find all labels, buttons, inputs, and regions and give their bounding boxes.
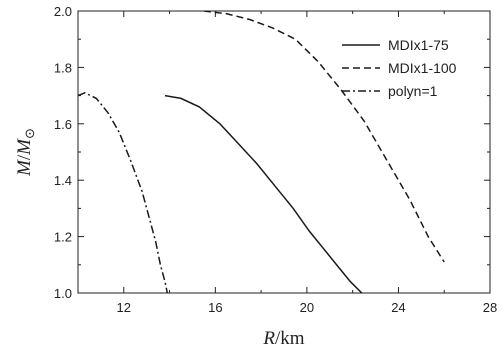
y-tick-label: 1.8 bbox=[54, 60, 72, 75]
y-tick-label: 1.4 bbox=[54, 173, 72, 188]
x-tick-label: 24 bbox=[391, 300, 405, 315]
legend-label: polyn=1 bbox=[388, 83, 438, 99]
series-line-MDIx1-75 bbox=[164, 94, 363, 293]
legend-label: MDIx1-75 bbox=[388, 37, 449, 53]
legend-label: MDIx1-100 bbox=[388, 60, 457, 76]
y-tick-label: 2.0 bbox=[54, 4, 72, 19]
y-axis-sun-symbol: ⊙ bbox=[22, 128, 37, 139]
x-tick-label: 28 bbox=[483, 300, 497, 315]
y-axis-title: M/M⊙ bbox=[14, 128, 37, 177]
series-line-MDIx1-100 bbox=[203, 11, 445, 263]
axis-ticks bbox=[77, 10, 491, 294]
x-tick-label: 16 bbox=[208, 300, 222, 315]
y-axis-var: M bbox=[14, 159, 35, 177]
plot-frame bbox=[77, 10, 491, 294]
x-tick-label: 12 bbox=[117, 300, 131, 315]
tick-labels: 12 16 20 24 28 1.0 1.2 1.4 1.6 1.8 2.0 bbox=[54, 4, 497, 315]
x-axis-title: R/km bbox=[262, 328, 304, 349]
y-tick-label: 1.6 bbox=[54, 117, 72, 132]
y-axis-sun-var: M bbox=[14, 138, 35, 156]
legend: MDIx1-75 MDIx1-100 polyn=1 bbox=[342, 37, 457, 99]
series-layer bbox=[78, 11, 445, 293]
x-tick-label: 20 bbox=[300, 300, 314, 315]
x-axis-unit: km bbox=[280, 328, 305, 349]
y-tick-label: 1.0 bbox=[54, 286, 72, 301]
y-tick-label: 1.2 bbox=[54, 230, 72, 245]
series-line-polyn=1 bbox=[78, 91, 169, 293]
x-axis-var: R bbox=[262, 328, 275, 349]
